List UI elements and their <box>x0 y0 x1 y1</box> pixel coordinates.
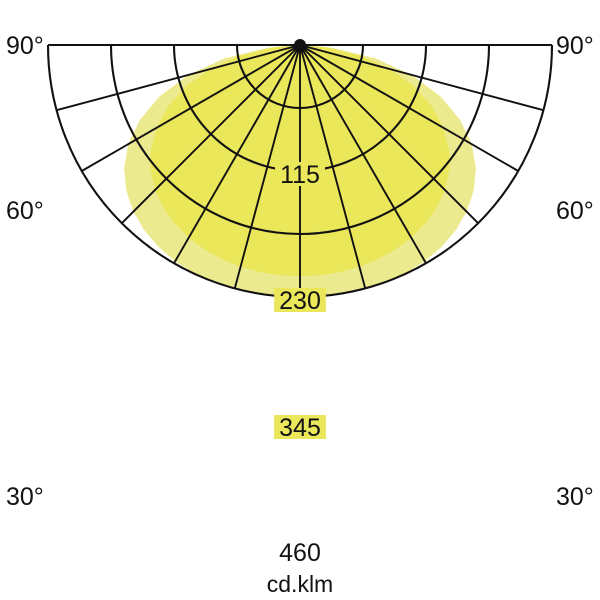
radial-label-345: 345 <box>279 414 321 442</box>
radial-label-230: 230 <box>279 287 321 315</box>
pole-origin-dot <box>294 39 306 51</box>
radial-tick-labels: 115 230 345 460 <box>274 161 326 567</box>
grid-spoke-30 <box>299 44 427 264</box>
radial-label-backdrop <box>274 288 326 312</box>
radial-label-backdrop <box>274 415 326 439</box>
angle-label-left-30: 30° <box>6 483 44 511</box>
grid-spoke-45 <box>299 44 479 224</box>
grid-spoke-15 <box>233 44 301 289</box>
grid-spoke-60 <box>299 44 519 172</box>
unit-label: cd.klm <box>267 571 333 597</box>
radial-label-460: 460 <box>279 539 321 567</box>
radial-label-backdrop <box>274 540 326 564</box>
angle-label-right-90: 90° <box>556 32 594 60</box>
grid-spoke-45 <box>121 44 301 224</box>
angle-label-left-60: 60° <box>6 197 44 225</box>
angle-label-right-30: 30° <box>556 483 594 511</box>
grid-spoke-75 <box>299 44 544 112</box>
grid-spoke-30 <box>173 44 301 264</box>
angle-label-right-60: 60° <box>556 197 594 225</box>
angle-label-left-90: 90° <box>6 32 44 60</box>
radial-label-backdrop <box>275 162 325 186</box>
grid-spoke-15 <box>299 44 367 289</box>
grid-spoke-75 <box>56 44 301 112</box>
grid-spoke-60 <box>81 44 301 172</box>
radial-label-115: 115 <box>280 161 320 189</box>
